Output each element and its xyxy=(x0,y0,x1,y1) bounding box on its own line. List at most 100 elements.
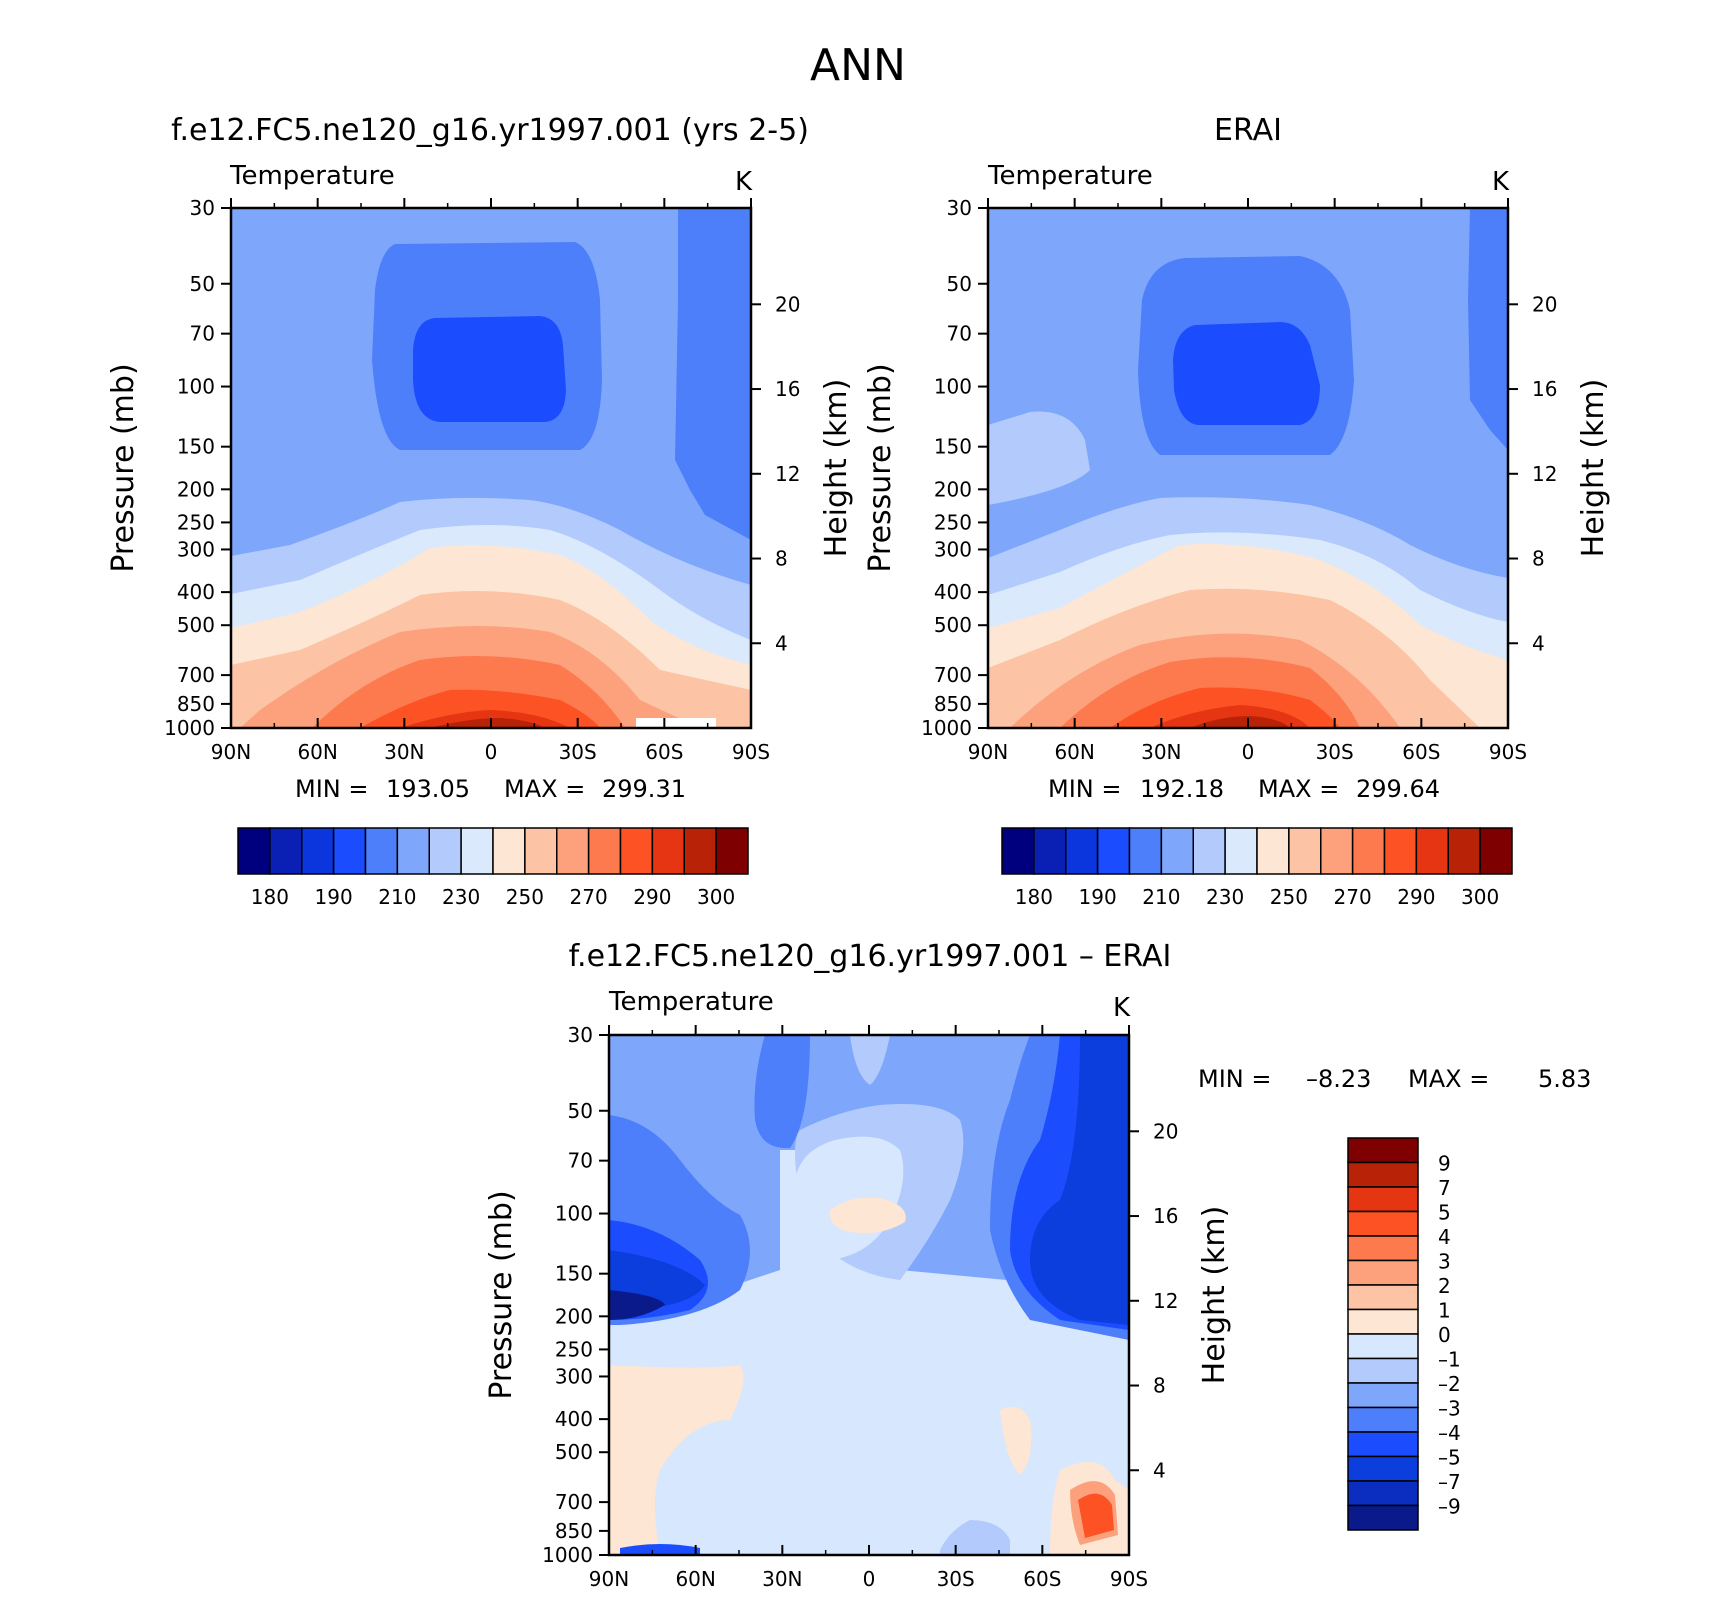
panel-obs-colorbar: 180 190 210 230 250 270 290 300 xyxy=(1001,827,1513,909)
panel-obs-min-label: MIN = xyxy=(1048,775,1121,803)
colorbar-label: 2 xyxy=(1438,1274,1451,1298)
colorbar-label: 0 xyxy=(1438,1323,1451,1347)
panel-obs-contours xyxy=(988,208,1508,728)
missing-data-region xyxy=(636,718,716,728)
panel-model-ylabel: Pressure (mb) xyxy=(106,363,141,572)
x-tick-label: 0 xyxy=(485,740,498,764)
colorbar-swatch xyxy=(1347,1480,1419,1507)
panel-model-title: f.e12.FC5.ne120_g16.yr1997.001 (yrs 2-5) xyxy=(171,113,809,148)
x-tick-label: 60S xyxy=(645,740,683,764)
contour-band-310-320 xyxy=(1190,716,1290,728)
y2-tick-label: 8 xyxy=(1532,547,1545,571)
y-tick-label: 100 xyxy=(555,1202,593,1226)
y-tick-label: 30 xyxy=(568,1023,593,1047)
y-tick-label: 700 xyxy=(934,663,972,687)
colorbar-label: 250 xyxy=(1270,885,1308,909)
panel-diff-units: K xyxy=(1113,993,1131,1023)
y-tick-label: 1000 xyxy=(164,716,215,740)
colorbar-swatch xyxy=(301,827,335,875)
y-tick-label: 200 xyxy=(555,1304,593,1328)
colorbar-label: 250 xyxy=(506,885,544,909)
y-tick-label: 300 xyxy=(177,537,215,561)
colorbar-swatch xyxy=(683,827,717,875)
panel-obs-units: K xyxy=(1492,167,1510,197)
y-tick-label: 700 xyxy=(555,1490,593,1514)
contour-band-0-1 xyxy=(829,1197,906,1234)
x-tick-label: 90N xyxy=(211,740,251,764)
colorbar-label: 7 xyxy=(1438,1176,1451,1200)
y-tick-label: 500 xyxy=(555,1440,593,1464)
y2-tick-label: 4 xyxy=(1153,1458,1166,1482)
y-tick-label: 30 xyxy=(190,196,215,220)
panel-model-colorbar: 180 190 210 230 250 270 290 300 xyxy=(237,827,749,909)
x-tick-label: 60N xyxy=(297,740,337,764)
colorbar-label: 210 xyxy=(1142,885,1180,909)
colorbar-label: –7 xyxy=(1438,1470,1461,1494)
contour-band-200-210 xyxy=(1173,322,1320,425)
y2-tick-label: 16 xyxy=(1153,1204,1178,1228)
panel-obs-axes: 90N 60N 30N 0 30S 60S 90S 30 50 70 100 150 200 250 300… xyxy=(921,196,1557,764)
x-tick-label: 30N xyxy=(1141,740,1181,764)
y-tick-label: 500 xyxy=(934,613,972,637)
y-tick-label: 250 xyxy=(177,510,215,534)
colorbar-label: 180 xyxy=(251,885,289,909)
y-tick-label: 70 xyxy=(568,1149,593,1173)
y-tick-label: 250 xyxy=(934,510,972,534)
panel-diff-axes: 90N 60N 30N 0 30S 60S 90S 30 50 70 100 150 200 250 300… xyxy=(542,1023,1178,1591)
y-tick-label: 100 xyxy=(934,375,972,399)
colorbar-swatch xyxy=(1351,827,1386,875)
colorbar-swatch xyxy=(1415,827,1449,875)
colorbar-swatch xyxy=(651,827,685,875)
y-tick-label: 50 xyxy=(947,272,972,296)
contour-band-minus9-minus7 xyxy=(609,1290,665,1320)
colorbar-swatch xyxy=(1128,827,1163,875)
panel-diff-max-value: 5.83 xyxy=(1538,1065,1591,1093)
colorbar-swatch xyxy=(715,827,749,875)
colorbar-label: –1 xyxy=(1438,1348,1461,1372)
x-tick-label: 60S xyxy=(1023,1567,1061,1591)
contour-band-minus2-minus1 xyxy=(940,1520,1010,1555)
colorbar-swatch xyxy=(1347,1137,1419,1164)
y-tick-label: 200 xyxy=(177,477,215,501)
colorbar-label: 300 xyxy=(1461,885,1499,909)
colorbar-swatch xyxy=(1347,1382,1419,1409)
y2-tick-label: 4 xyxy=(775,631,788,655)
contour-band-310-320 xyxy=(430,718,545,728)
panel-diff-y2label: Height (km) xyxy=(1197,1206,1232,1385)
contour-band-0-1 xyxy=(1000,1406,1032,1475)
y-tick-label: 150 xyxy=(177,435,215,459)
panel-model-max-label: MAX = xyxy=(504,775,585,803)
contour-band-minus2-minus1 xyxy=(850,1035,890,1085)
y-tick-label: 150 xyxy=(934,435,972,459)
colorbar-swatch xyxy=(460,827,494,875)
colorbar-swatch xyxy=(556,827,590,875)
y-tick-label: 300 xyxy=(555,1364,593,1388)
y-tick-label: 50 xyxy=(190,272,215,296)
y-tick-label: 500 xyxy=(177,613,215,637)
colorbar-label: –5 xyxy=(1438,1446,1461,1470)
x-tick-label: 0 xyxy=(863,1567,876,1591)
colorbar-label: 210 xyxy=(378,885,416,909)
colorbar-label: 270 xyxy=(1334,885,1372,909)
colorbar-swatch xyxy=(237,827,271,875)
colorbar-swatch xyxy=(1347,1210,1419,1237)
y-tick-label: 30 xyxy=(947,196,972,220)
panel-obs-max-value: 299.64 xyxy=(1356,775,1440,803)
y-tick-label: 70 xyxy=(190,322,215,346)
x-tick-label: 30N xyxy=(384,740,424,764)
contour-band-230-240 xyxy=(988,411,1090,505)
y2-tick-label: 12 xyxy=(1153,1289,1178,1313)
colorbar-label: 270 xyxy=(570,885,608,909)
panel-diff: f.e12.FC5.ne120_g16.yr1997.001 – ERAI Te… xyxy=(484,939,1591,1591)
y2-tick-label: 20 xyxy=(775,292,800,316)
y-tick-label: 850 xyxy=(555,1519,593,1543)
colorbar-label: –9 xyxy=(1438,1495,1461,1519)
colorbar-swatch xyxy=(1383,827,1418,875)
y-tick-label: 400 xyxy=(177,580,215,604)
colorbar-swatch xyxy=(1256,827,1290,875)
contour-band-4-5 xyxy=(1078,1493,1114,1538)
colorbar-swatch xyxy=(492,827,526,875)
colorbar-label: 230 xyxy=(1206,885,1244,909)
